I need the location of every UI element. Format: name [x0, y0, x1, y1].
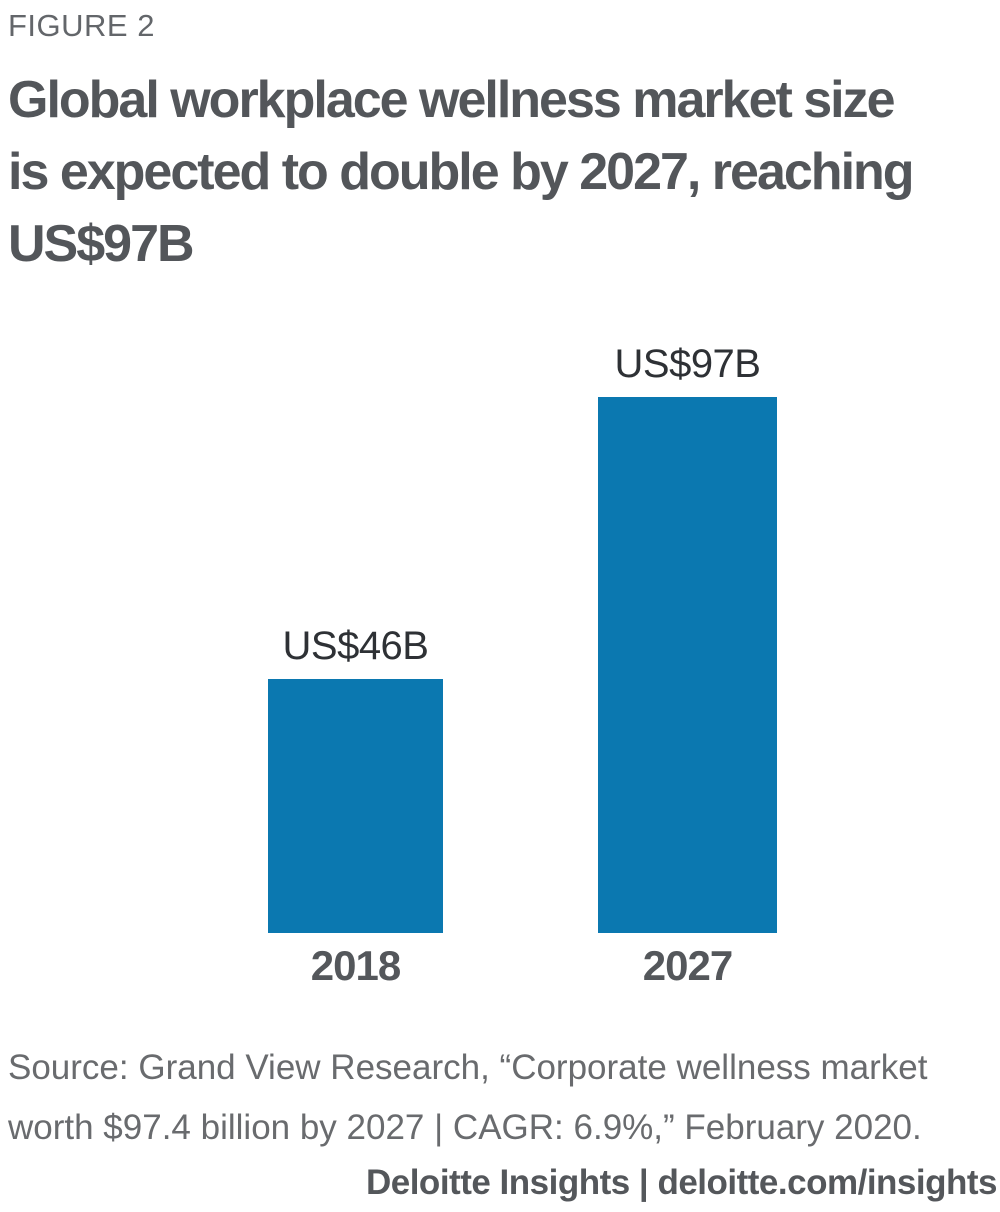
chart-title-line-2: is expected to double by 2027, reaching: [8, 143, 915, 201]
chart-title-line-3: US$97B: [8, 215, 195, 273]
chart-title: Global workplace wellness market size is…: [8, 64, 996, 280]
category-label-2018: 2018: [310, 942, 401, 989]
source-note: Source: Grand View Research, “Corporate …: [8, 1048, 928, 1147]
figure-number-label: FIGURE 2: [8, 8, 155, 43]
bar-value-label-2027: US$97B: [614, 342, 761, 386]
bar-2018: [268, 678, 443, 933]
bar-2027: [598, 397, 777, 933]
category-label-2027: 2027: [642, 942, 733, 989]
chart-title-line-1: Global workplace wellness market size: [8, 71, 896, 129]
bar-value-label-2018: US$46B: [282, 623, 429, 668]
deloitte-insights-footer: Deloitte Insights | deloitte.com/insight…: [365, 1163, 998, 1202]
